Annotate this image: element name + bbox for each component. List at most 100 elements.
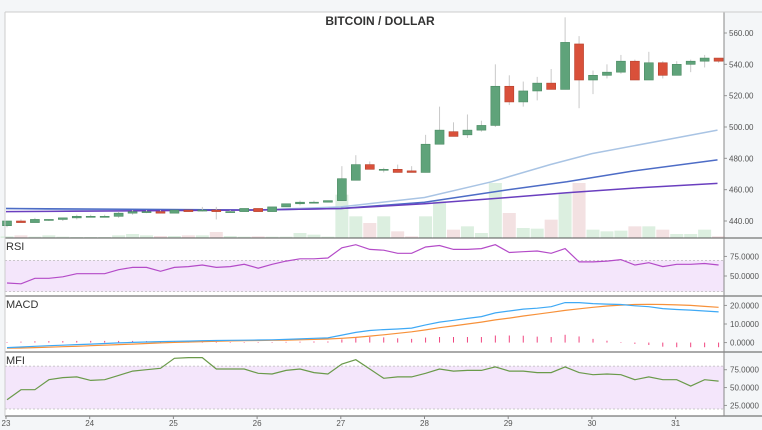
macd-panel: 0.0000 10.0000 20.0000 <box>5 301 762 353</box>
x-tick-label: 29 <box>504 419 513 428</box>
x-tick-label: 24 <box>85 419 94 428</box>
volume-bar <box>474 233 488 238</box>
candle-body <box>99 216 110 218</box>
indicator-band <box>5 366 724 409</box>
volume-bar <box>586 229 600 238</box>
candle-body <box>323 200 333 203</box>
candle-body <box>532 82 543 92</box>
candle-body <box>560 42 570 90</box>
candle-body <box>671 64 682 76</box>
candle-body <box>616 60 626 73</box>
volume-bar <box>126 234 140 238</box>
candle-body <box>30 219 40 223</box>
volume-bar <box>153 236 167 238</box>
indicator-tick-label: 25.0000 <box>730 401 759 410</box>
candle-body <box>518 90 529 103</box>
indicator-band <box>5 260 724 292</box>
volume-bar <box>28 236 42 238</box>
price-tick-label: 460.00 <box>729 186 754 195</box>
candle-body <box>169 209 180 214</box>
volume-bar <box>251 236 265 238</box>
volume-bar <box>712 236 726 238</box>
macd-label: MACD <box>6 299 38 311</box>
candle-body <box>58 217 68 220</box>
volume-bar <box>237 236 251 238</box>
volume-bar <box>195 235 209 238</box>
price-tick-label: 480.00 <box>729 154 754 163</box>
volume-bar <box>656 229 670 238</box>
rsi-label: RSI <box>6 241 24 253</box>
volume-bar <box>209 232 223 238</box>
indicator-tick-label: 75.0000 <box>730 252 759 261</box>
volume-bar <box>516 228 530 238</box>
candle-body <box>406 170 417 173</box>
candle-body <box>85 216 96 218</box>
price-tick-label: 520.00 <box>729 92 754 101</box>
candle-body <box>155 211 166 214</box>
volume-bar <box>614 230 628 238</box>
candle-body <box>253 208 263 212</box>
volume-bar <box>558 193 572 238</box>
indicator-tick-label: 0.0000 <box>730 339 755 348</box>
volume-bar <box>488 183 502 238</box>
volume-bar <box>167 236 181 238</box>
volume-bar <box>112 235 126 238</box>
candle-body <box>337 178 347 201</box>
volume-bar <box>391 231 405 238</box>
candle-body <box>197 209 208 212</box>
volume-bar <box>460 226 474 238</box>
chart-title: BITCOIN / DOLLAR <box>325 14 435 28</box>
volume-bar <box>642 226 656 238</box>
indicator-tick-label: 75.0000 <box>730 366 759 375</box>
volume-bar <box>140 235 154 238</box>
volume-bar <box>293 233 307 238</box>
volume-bar <box>349 216 363 238</box>
volume-bar <box>600 231 614 238</box>
volume-bar <box>307 234 321 238</box>
volume-bar <box>502 213 516 238</box>
candle-body <box>295 201 305 205</box>
volume-bar <box>181 235 195 238</box>
candle-body <box>630 60 640 81</box>
volume-bar <box>405 236 419 238</box>
volume-bar <box>377 216 391 238</box>
volume-bar <box>544 219 558 238</box>
price-tick-label: 440.00 <box>729 217 754 226</box>
mfi-label: MFI <box>6 355 25 367</box>
candle-body <box>420 143 431 173</box>
candle-body <box>504 85 515 103</box>
candle-body <box>588 75 598 81</box>
candle-body <box>546 82 556 90</box>
x-tick-label: 28 <box>420 419 429 428</box>
candle-body <box>16 220 26 223</box>
indicator-tick-label: 50.0000 <box>730 384 759 393</box>
rsi-line <box>6 244 719 285</box>
volume-bar <box>670 234 684 238</box>
candle-body <box>699 57 710 62</box>
candle-body <box>225 211 236 213</box>
x-tick-label: 31 <box>671 419 680 428</box>
candle-body <box>309 201 319 204</box>
candle-body <box>448 131 459 137</box>
price-tick-label: 540.00 <box>729 60 754 69</box>
candle-body <box>685 60 696 65</box>
candle-body <box>183 209 194 212</box>
macd-line <box>6 302 719 349</box>
candle-body <box>434 129 445 145</box>
candle-body <box>351 164 361 181</box>
volume-bar <box>419 216 433 238</box>
price-tick-label: 560.00 <box>729 29 754 38</box>
candle-body <box>44 219 54 221</box>
volume-bar <box>279 236 293 238</box>
candle-body <box>239 208 249 212</box>
candle-body <box>462 129 473 136</box>
candle-body <box>364 164 375 170</box>
volume-bar <box>223 236 237 238</box>
candle-body <box>574 43 584 81</box>
candle-body <box>127 211 138 214</box>
price-tick-label: 500.00 <box>729 123 754 132</box>
volume-bar <box>56 236 70 238</box>
x-axis: 23 24 25 26 27 28 29 30 31 <box>2 11 762 428</box>
indicator-tick-label: 50.0000 <box>730 272 759 281</box>
volume-bar <box>530 228 544 238</box>
